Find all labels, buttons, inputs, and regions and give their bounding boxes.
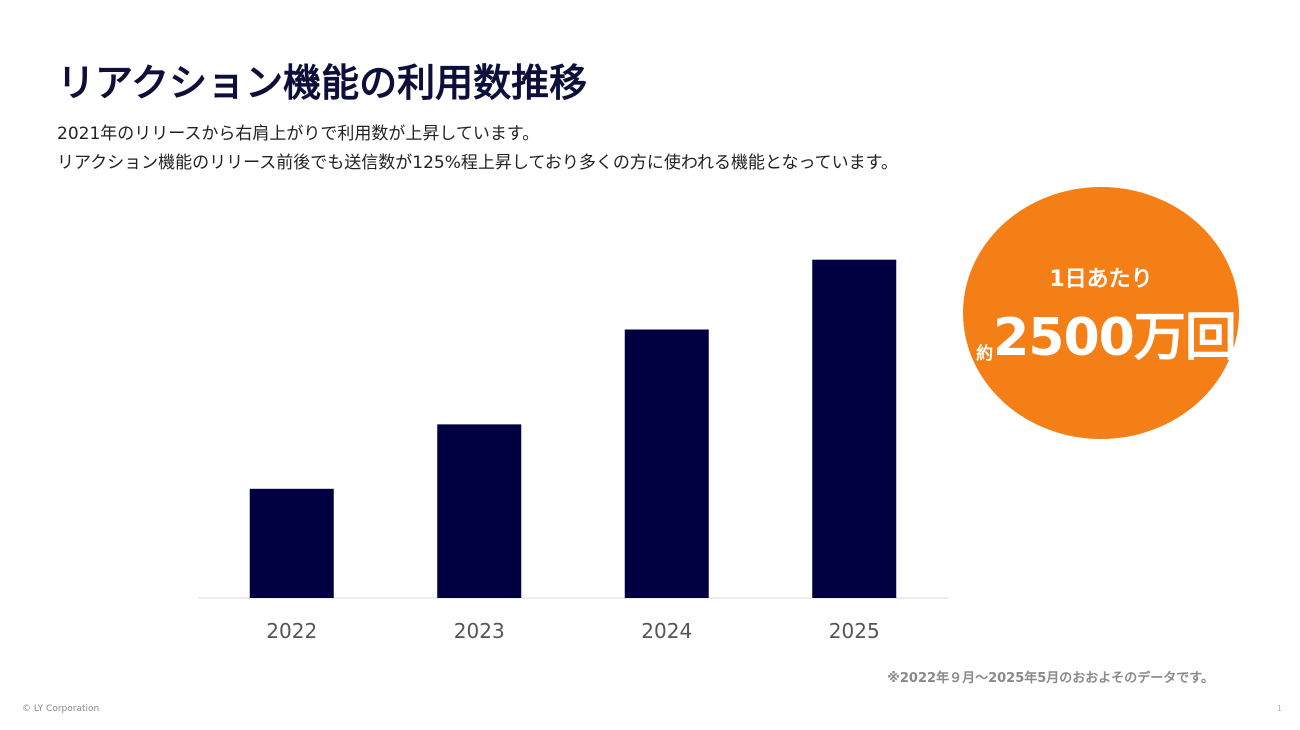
x-tick-label-2022: 2022: [266, 619, 317, 643]
x-tick-label-2025: 2025: [829, 619, 880, 643]
bar-2022: [249, 488, 334, 598]
bar-2024: [624, 329, 709, 598]
bar-2023: [437, 424, 522, 598]
daily-count-badge: 1日あたり 約2500万回: [963, 187, 1239, 439]
x-tick-label-2023: 2023: [454, 619, 505, 643]
description-line-1: 2021年のリリースから右肩上がりで利用数が上昇しています。: [57, 124, 540, 144]
page-title: リアクション機能の利用数推移: [57, 61, 588, 105]
description-line-2: リアクション機能のリリース前後でも送信数が125%程上昇しており多くの方に使われ…: [57, 153, 898, 173]
x-tick-label-2024: 2024: [641, 619, 692, 643]
badge-label: 1日あたり: [1049, 267, 1153, 292]
copyright-footer: © LY Corporation: [22, 704, 100, 714]
badge-prefix: 約: [976, 344, 994, 364]
bar-2025: [812, 259, 897, 598]
description: 2021年のリリースから右肩上がりで利用数が上昇しています。 リアクション機能の…: [57, 120, 898, 178]
page-number: 1: [1276, 704, 1282, 713]
badge-value: 2500万回: [993, 308, 1237, 368]
data-note: ※2022年９月〜2025年5月のおおよそのデータです。: [887, 671, 1214, 686]
badge-value-group: 約2500万回: [973, 295, 1239, 370]
